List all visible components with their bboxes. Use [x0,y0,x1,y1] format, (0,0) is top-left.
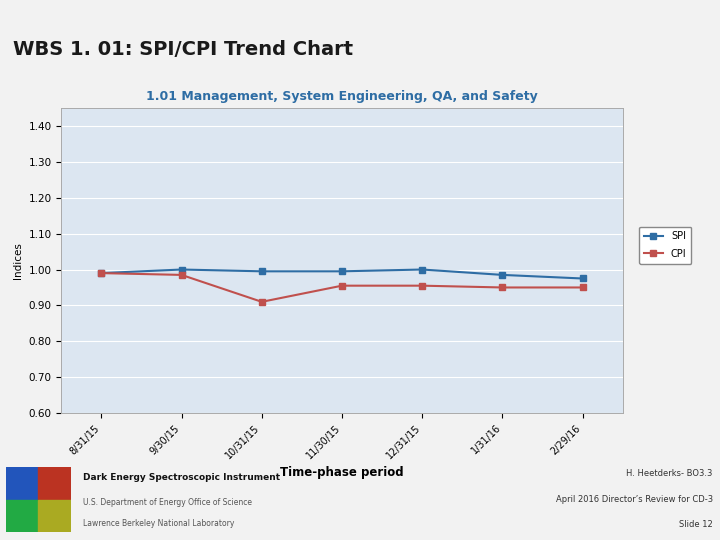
SPI [578,275,587,282]
SPI [498,272,507,278]
Bar [38,467,71,500]
CPI [418,282,426,289]
Text: U.S. Department of Energy Office of Science: U.S. Department of Energy Office of Scie… [83,498,252,507]
Bar [6,500,38,532]
X-axis label: Time-phase period: Time-phase period [280,466,404,479]
Text: Slide 12: Slide 12 [679,521,713,529]
Title: 1.01 Management, System Engineering, QA, and Safety: 1.01 Management, System Engineering, QA,… [146,90,538,103]
Bar [38,500,71,532]
Line: SPI: SPI [99,267,585,281]
Legend: SPI, CPI: SPI, CPI [639,227,691,264]
Y-axis label: Indices: Indices [13,242,23,279]
Text: Dark Energy Spectroscopic Instrument: Dark Energy Spectroscopic Instrument [83,472,280,482]
Text: H. Heetderks- BO3.3: H. Heetderks- BO3.3 [626,469,713,477]
CPI [177,272,186,278]
SPI [418,266,426,273]
Text: Lawrence Berkeley National Laboratory: Lawrence Berkeley National Laboratory [83,519,234,528]
Text: April 2016 Director’s Review for CD-3: April 2016 Director’s Review for CD-3 [556,495,713,504]
CPI [338,282,346,289]
CPI [97,270,106,276]
CPI [578,284,587,291]
Bar [6,467,38,500]
CPI [498,284,507,291]
SPI [338,268,346,274]
SPI [97,270,106,276]
SPI [177,266,186,273]
CPI [258,299,266,305]
SPI [258,268,266,274]
Text: WBS 1. 01: SPI/CPI Trend Chart: WBS 1. 01: SPI/CPI Trend Chart [13,40,353,59]
Line: CPI: CPI [99,271,585,305]
